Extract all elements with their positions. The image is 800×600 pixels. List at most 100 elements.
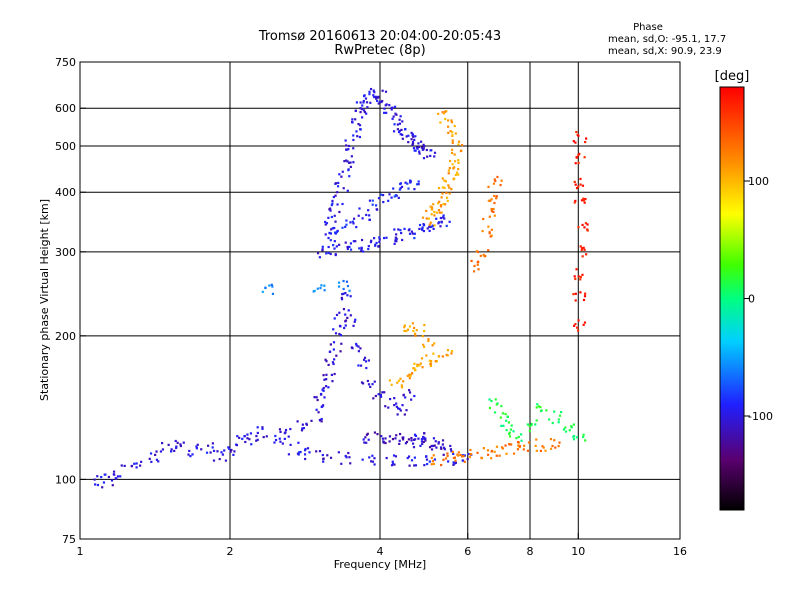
data-point <box>441 443 444 446</box>
data-point <box>453 153 456 156</box>
data-point <box>339 334 343 337</box>
data-point <box>499 416 502 419</box>
data-point <box>573 275 576 278</box>
data-point <box>433 151 437 154</box>
data-point <box>412 147 416 150</box>
data-point <box>526 423 529 426</box>
data-point <box>371 203 374 206</box>
data-point <box>380 193 383 196</box>
data-point <box>367 245 370 248</box>
data-point <box>187 453 190 456</box>
data-point <box>493 201 496 205</box>
data-point <box>582 433 585 436</box>
data-point <box>448 159 452 163</box>
data-point <box>317 411 320 414</box>
data-point <box>453 166 456 169</box>
data-point <box>349 161 352 164</box>
data-point <box>509 428 512 431</box>
data-point <box>367 209 370 212</box>
data-point <box>385 103 388 106</box>
data-point <box>437 112 440 115</box>
data-point <box>375 97 378 100</box>
data-point <box>329 456 333 459</box>
data-point <box>374 95 378 98</box>
data-point <box>330 215 333 219</box>
data-point <box>418 150 421 153</box>
data-point <box>457 159 460 162</box>
data-point <box>413 433 417 436</box>
data-point <box>388 379 391 382</box>
data-point <box>344 139 347 142</box>
data-point <box>384 405 387 408</box>
data-point <box>558 441 561 444</box>
data-point <box>579 275 582 279</box>
data-point <box>490 209 494 213</box>
data-point <box>325 252 328 255</box>
data-point <box>398 442 401 445</box>
data-point <box>528 429 531 433</box>
data-point <box>457 161 460 165</box>
data-point <box>430 213 433 216</box>
data-point <box>488 215 491 218</box>
data-point <box>551 444 554 448</box>
data-point <box>297 453 300 456</box>
data-point <box>518 445 522 448</box>
data-point <box>574 277 577 281</box>
data-point <box>430 444 433 448</box>
data-point <box>324 220 327 224</box>
data-point <box>584 140 587 144</box>
data-point <box>586 223 589 226</box>
data-point <box>495 445 499 448</box>
data-point <box>350 155 353 158</box>
data-point <box>398 122 402 125</box>
data-point <box>572 293 575 296</box>
data-point <box>326 454 329 457</box>
data-point <box>357 122 360 126</box>
data-point <box>315 396 318 399</box>
data-point <box>535 449 538 452</box>
data-point <box>338 173 341 176</box>
data-point <box>232 453 235 456</box>
data-point <box>348 245 351 249</box>
data-point <box>583 321 587 324</box>
data-point <box>337 281 341 284</box>
data-point <box>123 464 126 468</box>
data-point <box>423 432 426 435</box>
data-point <box>430 208 433 211</box>
data-point <box>327 251 330 255</box>
data-point <box>354 240 357 243</box>
data-point <box>346 294 349 297</box>
data-point <box>376 99 379 102</box>
data-point <box>457 451 460 454</box>
data-point <box>329 209 332 212</box>
data-point <box>407 134 410 137</box>
data-point <box>333 214 336 217</box>
data-point <box>379 393 382 397</box>
data-point <box>384 90 388 93</box>
data-point <box>494 179 497 183</box>
y-tick-label: 75 <box>62 533 76 546</box>
data-point <box>387 406 390 409</box>
data-point <box>347 148 350 151</box>
data-point <box>429 225 433 229</box>
data-point <box>335 313 339 317</box>
data-point <box>332 195 335 199</box>
data-point <box>450 350 454 353</box>
data-point <box>516 440 520 444</box>
data-point <box>405 440 409 444</box>
data-point <box>369 87 373 91</box>
data-point <box>392 115 395 118</box>
data-point <box>315 408 318 411</box>
data-point <box>155 458 159 461</box>
data-point <box>395 402 398 405</box>
data-point <box>349 314 352 317</box>
data-point <box>362 358 366 361</box>
data-point <box>454 461 457 464</box>
data-point <box>413 232 416 235</box>
data-point <box>393 105 397 108</box>
data-point <box>451 139 454 142</box>
data-point <box>351 118 354 121</box>
data-point <box>446 354 449 357</box>
data-point <box>381 194 385 197</box>
data-point <box>120 464 123 467</box>
